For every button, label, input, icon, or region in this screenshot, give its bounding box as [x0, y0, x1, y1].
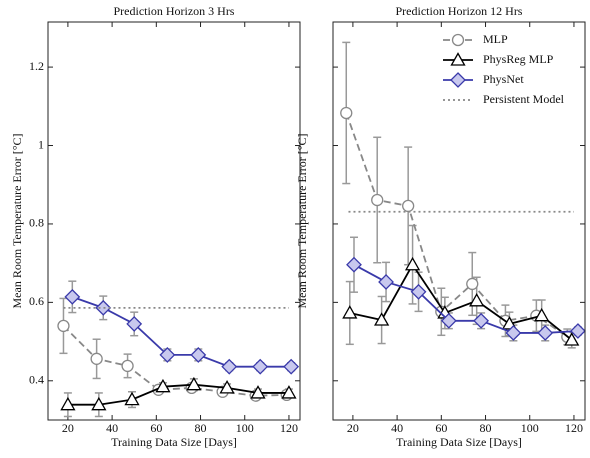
series-line — [349, 263, 573, 341]
marker — [374, 312, 390, 326]
x-tick-label: 80 — [480, 421, 492, 435]
y-tick-label: 1 — [38, 137, 44, 151]
marker — [250, 385, 266, 399]
legend-label: MLP — [483, 32, 508, 46]
marker — [402, 199, 415, 213]
legend-marker — [450, 52, 466, 66]
panel-title: Prediction Horizon 12 Hrs — [396, 4, 523, 18]
x-tick-label: 100 — [236, 421, 254, 435]
x-tick-label: 40 — [391, 421, 403, 435]
y-tick-label: 0.6 — [29, 294, 44, 308]
marker — [534, 307, 550, 322]
y-tick-label: 0.8 — [29, 216, 44, 230]
x-tick-label: 100 — [521, 421, 539, 435]
marker — [190, 346, 207, 363]
plot-frame — [332, 21, 586, 421]
marker — [221, 358, 238, 375]
series-line — [353, 263, 578, 334]
marker — [570, 323, 586, 339]
marker — [505, 325, 522, 341]
legend-marker — [450, 72, 466, 88]
marker — [440, 312, 457, 329]
panel: Prediction Horizon 12 Hrs Training Data S… — [295, 4, 586, 449]
marker — [121, 359, 134, 373]
marker — [159, 346, 176, 363]
y-axis-label: Mean Room Temperature Error [°C] — [295, 133, 309, 308]
marker — [60, 396, 76, 411]
marker — [378, 274, 394, 290]
marker — [404, 256, 421, 271]
marker — [126, 316, 143, 332]
series-line — [345, 112, 568, 338]
marker — [186, 376, 202, 391]
legend-label: Persistent Model — [483, 92, 565, 106]
y-tick-label: 1.2 — [29, 59, 44, 73]
panel: Prediction Horizon 3 Hrs Training Data Si… — [10, 4, 301, 449]
legend-label: PhysNet — [483, 72, 524, 86]
y-tick-label: 0.4 — [29, 373, 44, 387]
x-tick-label: 120 — [280, 421, 298, 435]
x-tick-label: 60 — [150, 421, 162, 435]
marker — [371, 193, 384, 207]
panel-title: Prediction Horizon 3 Hrs — [114, 4, 235, 18]
marker — [90, 352, 103, 365]
marker — [473, 312, 490, 329]
legend-label: PhysReg MLP — [483, 52, 554, 66]
marker — [469, 292, 485, 307]
x-axis-label: Training Data Size [Days] — [396, 435, 522, 449]
marker — [252, 358, 269, 375]
marker — [64, 288, 81, 305]
marker — [283, 358, 300, 375]
marker — [346, 256, 362, 273]
marker — [564, 332, 580, 346]
x-tick-label: 60 — [435, 421, 447, 435]
marker — [95, 299, 112, 316]
marker — [281, 385, 297, 399]
x-tick-label: 20 — [62, 421, 74, 435]
marker — [91, 396, 107, 411]
marker — [124, 391, 140, 406]
marker — [155, 378, 171, 393]
marker — [340, 106, 353, 120]
x-axis-label: Training Data Size [Days] — [111, 435, 237, 449]
plot-frame — [47, 21, 301, 421]
x-tick-label: 80 — [195, 421, 207, 435]
y-axis-label: Mean Room Temperature Error [°C] — [10, 133, 24, 308]
marker — [219, 380, 235, 394]
series-line — [67, 383, 289, 406]
x-tick-label: 120 — [565, 421, 583, 435]
x-tick-label: 20 — [347, 421, 359, 435]
marker — [466, 277, 479, 291]
legend-marker — [451, 33, 465, 47]
marker — [57, 319, 70, 333]
x-tick-label: 40 — [106, 421, 118, 435]
marker — [342, 305, 358, 319]
marker — [537, 325, 554, 341]
marker — [410, 283, 427, 300]
